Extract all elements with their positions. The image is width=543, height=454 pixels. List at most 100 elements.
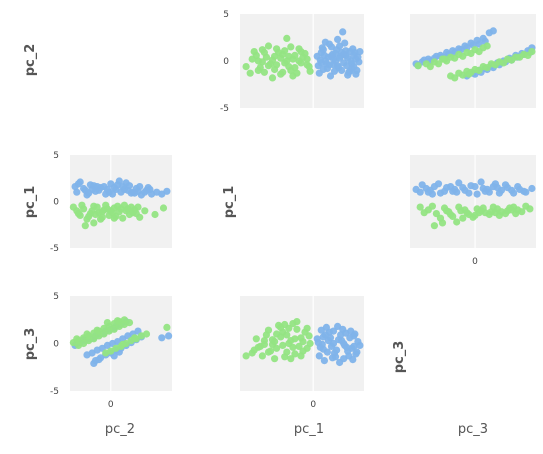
- data-point: [83, 215, 91, 223]
- data-point: [76, 211, 84, 219]
- data-point: [451, 54, 459, 62]
- data-point: [489, 27, 497, 35]
- data-point: [318, 44, 326, 52]
- series-0: [313, 322, 364, 367]
- data-point: [144, 184, 152, 192]
- data-point: [90, 219, 98, 227]
- data-point: [434, 60, 443, 68]
- data-point: [337, 331, 345, 339]
- col-label-pc-1: pc_1: [294, 422, 324, 437]
- data-point: [323, 348, 331, 356]
- data-point: [346, 67, 354, 75]
- series-1: [242, 34, 314, 82]
- data-point: [297, 59, 305, 67]
- data-point: [443, 207, 451, 215]
- data-point: [281, 47, 289, 55]
- data-point: [279, 341, 287, 349]
- data-point: [347, 327, 355, 335]
- data-point: [475, 209, 483, 217]
- data-point: [93, 326, 101, 334]
- data-point: [114, 317, 122, 325]
- data-point: [475, 48, 483, 56]
- data-point: [117, 205, 125, 213]
- data-point: [108, 190, 117, 198]
- y-tick-label: 5: [53, 151, 59, 161]
- data-point: [98, 208, 106, 216]
- data-point: [508, 206, 516, 214]
- data-point: [242, 352, 250, 360]
- data-point: [508, 186, 516, 194]
- data-point: [430, 222, 438, 230]
- data-point: [346, 334, 354, 342]
- series-1: [69, 201, 168, 230]
- data-point: [324, 337, 332, 345]
- data-point: [459, 214, 467, 222]
- data-point: [250, 346, 258, 354]
- data-point: [322, 323, 330, 331]
- data-point: [80, 184, 88, 193]
- data-point: [131, 334, 139, 342]
- data-point: [477, 178, 485, 186]
- data-point: [273, 344, 281, 352]
- row-label-pc-3: pc_3: [23, 328, 38, 361]
- data-point: [165, 332, 173, 340]
- series-1: [69, 316, 171, 357]
- data-point: [463, 209, 471, 217]
- data-point: [151, 210, 159, 219]
- data-point: [438, 219, 447, 227]
- data-point: [508, 56, 516, 64]
- data-point: [88, 185, 96, 193]
- data-point: [127, 203, 135, 211]
- x-tick-label: 0: [472, 257, 478, 267]
- panels-layer: 5 0 -5 5 0 -5 0 5 0 -5 0 0: [50, 10, 536, 410]
- data-point: [526, 205, 534, 213]
- data-point: [163, 323, 171, 331]
- data-point: [340, 50, 348, 59]
- data-point: [524, 51, 532, 60]
- data-point: [252, 335, 260, 343]
- data-point: [262, 331, 270, 339]
- data-point: [473, 190, 481, 198]
- data-point: [102, 201, 110, 209]
- data-point: [271, 338, 279, 346]
- data-point: [264, 62, 273, 70]
- data-point: [293, 318, 301, 326]
- data-point: [315, 352, 323, 360]
- col-label-pc-2: pc_2: [105, 422, 135, 437]
- data-point: [340, 339, 348, 348]
- data-point: [287, 355, 295, 363]
- series-0: [412, 178, 536, 198]
- data-point: [303, 55, 311, 63]
- y-tick-label: 0: [223, 57, 229, 67]
- data-point: [119, 183, 127, 191]
- data-point: [277, 70, 285, 78]
- data-point: [483, 42, 491, 50]
- data-point: [330, 349, 339, 357]
- panel-pc_3-vs-pc_1: 0: [240, 296, 364, 410]
- data-point: [483, 64, 491, 72]
- data-point: [318, 340, 326, 348]
- data-point: [420, 209, 428, 217]
- data-point: [451, 74, 459, 82]
- data-point: [495, 189, 503, 197]
- data-point: [426, 63, 434, 71]
- data-point: [356, 48, 364, 56]
- data-point: [134, 203, 142, 211]
- data-point: [129, 188, 137, 196]
- data-point: [73, 335, 81, 343]
- data-point: [321, 38, 329, 46]
- data-point: [341, 39, 349, 47]
- series-0: [313, 28, 364, 80]
- data-point: [455, 203, 463, 211]
- panel-pc_1-vs-pc_2: 5 0 -5: [50, 151, 172, 254]
- data-point: [103, 185, 111, 193]
- data-point: [305, 332, 313, 340]
- data-point: [305, 63, 313, 71]
- data-point: [260, 340, 268, 348]
- data-point: [78, 201, 86, 209]
- data-point: [453, 218, 461, 226]
- data-point: [103, 319, 111, 327]
- data-point: [349, 45, 357, 53]
- data-point: [110, 214, 118, 222]
